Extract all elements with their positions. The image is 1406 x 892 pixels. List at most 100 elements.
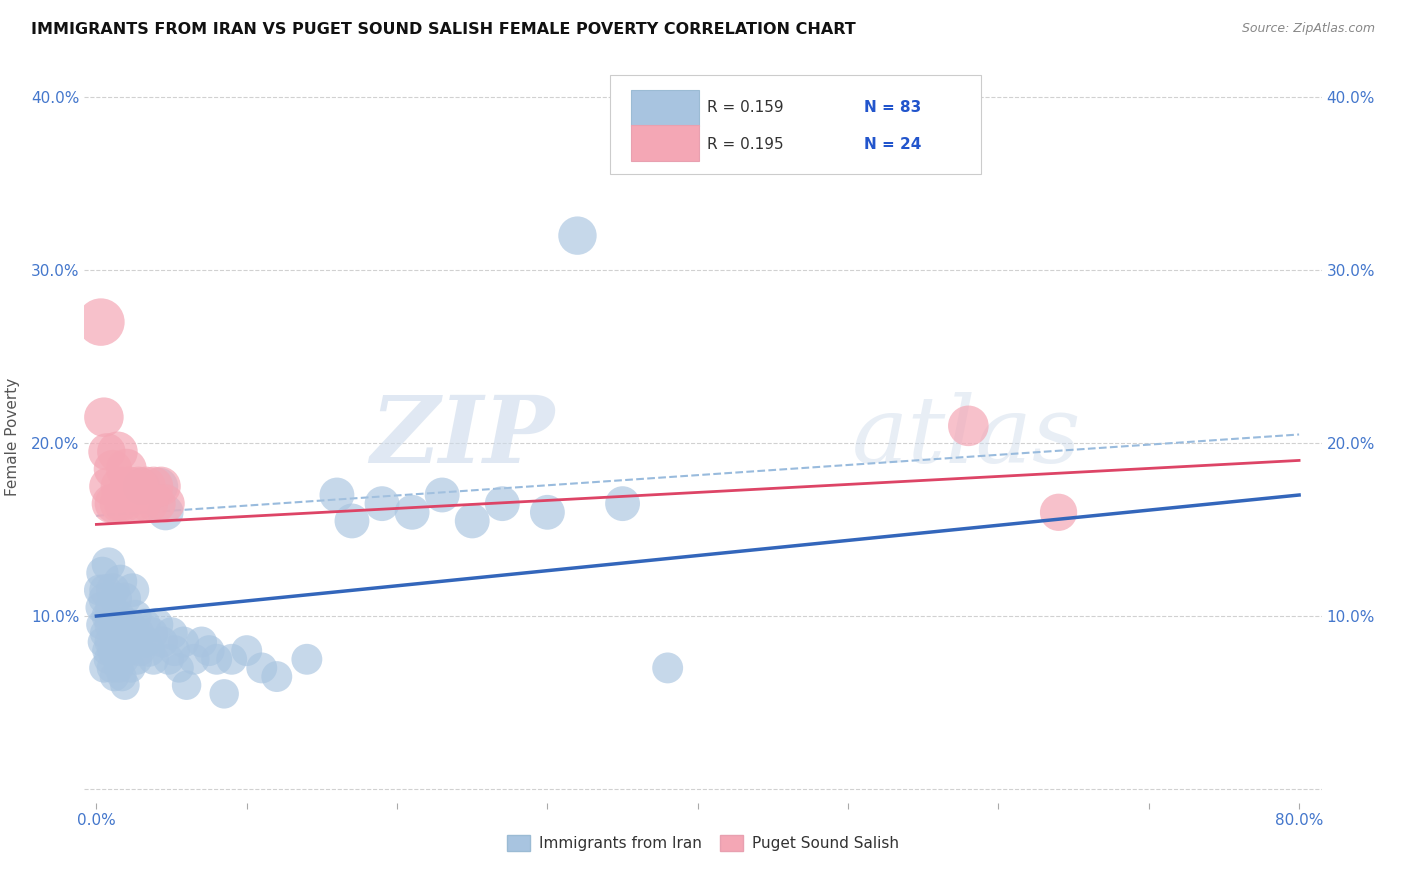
Point bbox=[101, 643, 124, 657]
Text: R = 0.195: R = 0.195 bbox=[707, 137, 783, 152]
Text: N = 83: N = 83 bbox=[863, 101, 921, 115]
Point bbox=[131, 497, 153, 511]
Point bbox=[103, 617, 125, 632]
Point bbox=[612, 497, 634, 511]
Point bbox=[135, 479, 157, 493]
Point bbox=[134, 617, 156, 632]
Point bbox=[108, 609, 131, 624]
Point bbox=[221, 652, 243, 666]
Point bbox=[142, 479, 165, 493]
FancyBboxPatch shape bbox=[610, 75, 981, 174]
Point bbox=[127, 479, 149, 493]
Text: N = 24: N = 24 bbox=[863, 137, 921, 152]
Point bbox=[90, 315, 112, 329]
Point bbox=[115, 462, 138, 476]
Point bbox=[97, 479, 120, 493]
Point bbox=[120, 661, 142, 675]
Point bbox=[97, 652, 120, 666]
Point bbox=[138, 643, 160, 657]
Point bbox=[112, 617, 135, 632]
Point bbox=[125, 652, 148, 666]
Point bbox=[93, 591, 115, 606]
Point bbox=[117, 643, 139, 657]
Point bbox=[157, 652, 180, 666]
Point bbox=[536, 505, 558, 519]
Point bbox=[103, 669, 125, 683]
Point bbox=[112, 652, 135, 666]
Point bbox=[152, 635, 174, 649]
Point bbox=[104, 635, 127, 649]
Point bbox=[124, 609, 146, 624]
Point bbox=[110, 643, 132, 657]
Point bbox=[167, 661, 190, 675]
Point bbox=[114, 678, 136, 692]
Point bbox=[163, 643, 186, 657]
Point bbox=[93, 661, 115, 675]
Point bbox=[145, 617, 167, 632]
Point bbox=[100, 497, 122, 511]
Point bbox=[160, 626, 183, 640]
Point bbox=[155, 505, 177, 519]
Point bbox=[491, 497, 513, 511]
Point bbox=[107, 626, 129, 640]
Point bbox=[295, 652, 318, 666]
Point bbox=[96, 444, 118, 458]
Point bbox=[266, 669, 288, 683]
Text: R = 0.159: R = 0.159 bbox=[707, 101, 783, 115]
Point bbox=[122, 635, 145, 649]
Point bbox=[138, 497, 160, 511]
Point bbox=[111, 635, 134, 649]
Point bbox=[118, 479, 141, 493]
Point bbox=[122, 497, 145, 511]
Point bbox=[91, 635, 114, 649]
Point bbox=[108, 497, 131, 511]
Text: atlas: atlas bbox=[852, 392, 1081, 482]
Point bbox=[118, 617, 141, 632]
Point bbox=[104, 591, 127, 606]
Point bbox=[371, 497, 394, 511]
Point bbox=[127, 626, 149, 640]
Point bbox=[657, 661, 679, 675]
Point bbox=[567, 228, 589, 243]
Point bbox=[121, 583, 143, 598]
Text: IMMIGRANTS FROM IRAN VS PUGET SOUND SALISH FEMALE POVERTY CORRELATION CHART: IMMIGRANTS FROM IRAN VS PUGET SOUND SALI… bbox=[31, 22, 856, 37]
Point bbox=[94, 583, 117, 598]
Point bbox=[110, 574, 132, 589]
Point bbox=[131, 479, 153, 493]
Legend: Immigrants from Iran, Puget Sound Salish: Immigrants from Iran, Puget Sound Salish bbox=[501, 830, 905, 857]
Point bbox=[107, 444, 129, 458]
Point bbox=[176, 678, 198, 692]
Point bbox=[98, 635, 121, 649]
Point bbox=[142, 652, 165, 666]
Point bbox=[114, 591, 136, 606]
Point bbox=[430, 488, 453, 502]
Point bbox=[235, 643, 257, 657]
Point bbox=[94, 626, 117, 640]
Point bbox=[112, 497, 135, 511]
Point bbox=[145, 497, 167, 511]
Point bbox=[183, 652, 205, 666]
Point bbox=[326, 488, 349, 502]
Point bbox=[461, 514, 484, 528]
Point bbox=[212, 687, 235, 701]
FancyBboxPatch shape bbox=[631, 125, 699, 161]
Point bbox=[150, 479, 173, 493]
Point bbox=[135, 635, 157, 649]
Point bbox=[101, 462, 124, 476]
Y-axis label: Female Poverty: Female Poverty bbox=[4, 378, 20, 496]
Point bbox=[190, 635, 212, 649]
Point bbox=[101, 583, 124, 598]
Point bbox=[97, 557, 120, 571]
Point bbox=[155, 497, 177, 511]
Point bbox=[108, 661, 131, 675]
FancyBboxPatch shape bbox=[631, 90, 699, 127]
Point bbox=[957, 418, 980, 433]
Point bbox=[111, 669, 134, 683]
Point bbox=[1047, 505, 1070, 519]
Point bbox=[90, 617, 112, 632]
Point bbox=[129, 643, 152, 657]
Point bbox=[96, 609, 118, 624]
Point bbox=[98, 617, 121, 632]
Text: ZIP: ZIP bbox=[370, 392, 554, 482]
Point bbox=[198, 643, 221, 657]
